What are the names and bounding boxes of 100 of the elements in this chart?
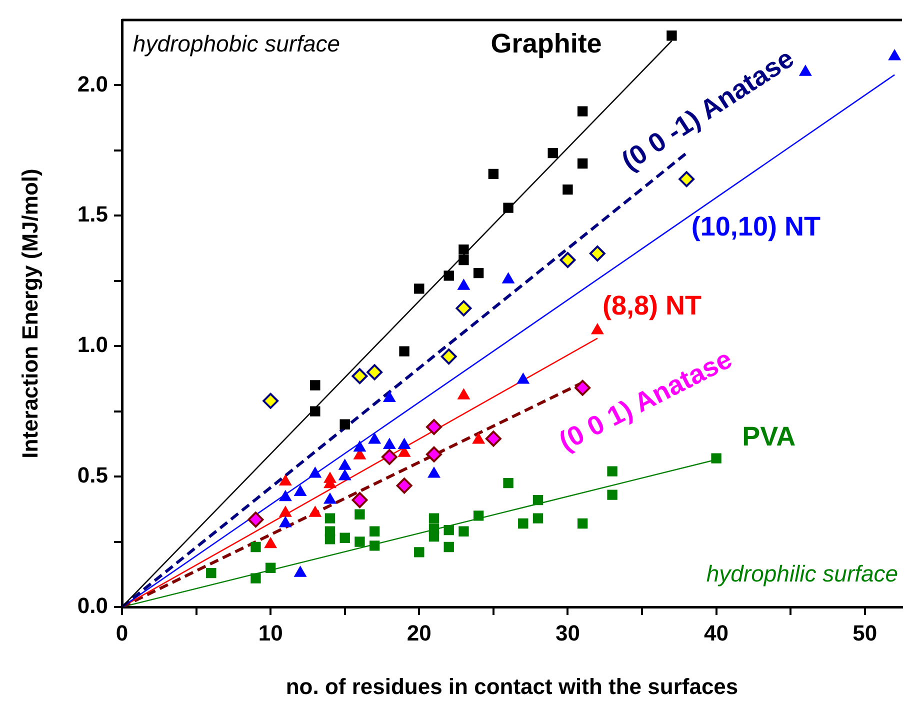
x-tick-label: 10	[258, 620, 283, 646]
point	[666, 30, 677, 41]
point	[352, 492, 368, 508]
y-axis-title: Interaction Energy (MJ/mol)	[17, 168, 42, 458]
point	[426, 446, 442, 462]
point	[458, 244, 469, 255]
y-tick-label: 1.0	[77, 332, 108, 358]
point	[458, 279, 470, 290]
point	[485, 430, 502, 447]
point	[414, 547, 424, 558]
point	[248, 512, 264, 528]
point	[354, 440, 366, 452]
x-tick-label: 0	[116, 620, 128, 646]
point	[309, 506, 322, 517]
point	[279, 516, 292, 528]
point	[340, 532, 350, 543]
point	[577, 518, 588, 529]
point	[324, 493, 336, 504]
point	[414, 284, 424, 294]
point	[473, 268, 484, 278]
point	[503, 202, 514, 213]
point	[369, 540, 380, 551]
series-label: (8,8) NT	[602, 290, 702, 320]
point	[383, 438, 396, 449]
point	[502, 272, 514, 284]
x-tick-label: 30	[555, 620, 580, 646]
point	[381, 448, 398, 465]
point	[354, 536, 365, 547]
point	[532, 494, 544, 506]
point	[574, 380, 591, 396]
series-label: Graphite	[490, 28, 602, 59]
point	[250, 573, 261, 584]
point	[428, 531, 440, 542]
annotation: hydrophilic surface	[706, 560, 898, 587]
point	[444, 542, 454, 552]
point	[548, 148, 558, 158]
point	[428, 513, 440, 524]
point	[396, 478, 412, 494]
point	[206, 568, 216, 578]
point	[250, 542, 261, 552]
point	[577, 106, 588, 116]
y-tick-label: 0.5	[77, 462, 108, 488]
point	[352, 368, 368, 384]
point	[279, 506, 292, 517]
point	[577, 158, 588, 169]
point	[279, 474, 292, 486]
point	[711, 453, 722, 464]
text: (10,10) NT	[691, 211, 821, 242]
point	[888, 50, 901, 60]
point	[591, 323, 604, 334]
point	[279, 490, 292, 502]
point	[503, 478, 514, 488]
point	[310, 406, 320, 416]
point	[456, 300, 472, 316]
point	[444, 524, 454, 536]
x-tick-label: 50	[852, 620, 878, 646]
point	[310, 380, 320, 390]
point	[472, 433, 485, 444]
point	[262, 392, 279, 409]
point	[560, 252, 576, 268]
point	[518, 518, 528, 529]
point	[440, 348, 457, 365]
point	[799, 65, 812, 76]
point	[340, 419, 350, 430]
point	[383, 391, 396, 402]
point	[399, 346, 410, 356]
point	[338, 470, 351, 480]
y-tick-label: 0.0	[77, 593, 108, 618]
point	[517, 373, 530, 384]
y-tick-label: 1.5	[77, 202, 108, 227]
point	[488, 168, 499, 180]
point	[458, 526, 469, 536]
point	[294, 566, 306, 577]
point	[338, 459, 351, 470]
point	[324, 513, 336, 524]
point	[473, 510, 484, 521]
point	[607, 490, 618, 500]
point	[264, 537, 277, 548]
point	[426, 418, 442, 435]
x-axis-title: no. of residues in contact with the surfaces	[286, 674, 738, 699]
y-tick-label: 2.0	[77, 71, 108, 96]
point	[265, 562, 276, 573]
point	[354, 509, 365, 520]
point	[324, 534, 336, 544]
point	[607, 466, 618, 476]
point	[369, 526, 380, 536]
point	[366, 364, 383, 380]
annotation: hydrophobic surface	[132, 30, 340, 57]
x-tick-label: 40	[704, 620, 729, 646]
point	[532, 513, 544, 524]
point	[458, 254, 469, 266]
point	[589, 245, 606, 262]
point	[309, 466, 322, 478]
point	[458, 388, 470, 400]
x-tick-label: 20	[406, 620, 432, 646]
point	[294, 485, 306, 496]
point	[428, 466, 440, 478]
series-label: PVA	[742, 421, 796, 452]
point	[562, 184, 573, 195]
point	[368, 433, 381, 444]
